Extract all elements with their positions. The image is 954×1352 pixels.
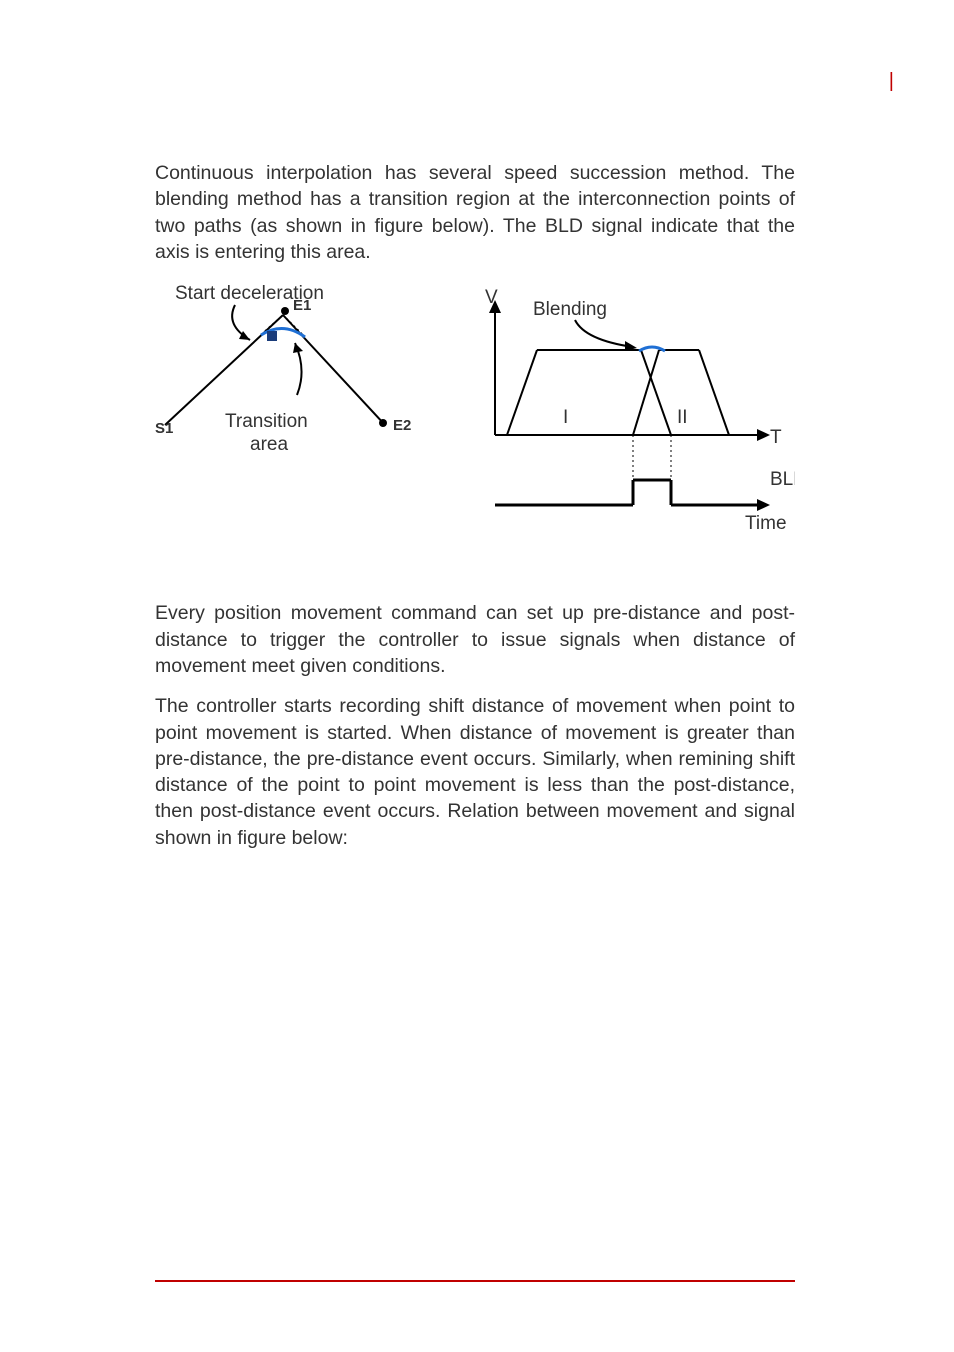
label-transition: Transition	[225, 411, 308, 432]
label-e2: E2	[393, 417, 411, 434]
section2-para2: The controller starts recording shift di…	[155, 693, 795, 851]
dot-e2	[379, 419, 387, 427]
trap2-fall	[699, 350, 729, 435]
decel-square	[267, 331, 277, 341]
label-I: I	[563, 407, 568, 428]
footer-rule	[155, 1280, 795, 1282]
label-II: II	[677, 407, 688, 428]
arrow-blending	[575, 320, 633, 347]
label-area: area	[250, 434, 288, 455]
section2-para1: Every position movement command can set …	[155, 600, 795, 679]
arrowhead-transition	[293, 343, 303, 353]
label-t: T	[770, 427, 782, 448]
page-content: Continuous interpolation has several spe…	[155, 160, 795, 865]
header-right-mark: |	[889, 70, 894, 93]
bld-axis-arrow	[757, 499, 770, 511]
arrow-start-decel	[232, 305, 250, 340]
label-time: Time	[745, 513, 787, 534]
label-blending: Blending	[533, 299, 607, 320]
label-s1: S1	[155, 420, 173, 437]
trap1-rise	[507, 350, 537, 435]
label-bld: BLD	[770, 469, 795, 490]
intro-paragraph: Continuous interpolation has several spe…	[155, 160, 795, 265]
dot-e1	[281, 307, 289, 315]
blending-figure: Start deceleration E1 S1	[155, 285, 795, 550]
blend-curve-right	[639, 347, 665, 351]
label-v: V	[485, 287, 498, 308]
t-axis-arrow	[757, 429, 770, 441]
label-e1: E1	[293, 297, 311, 314]
